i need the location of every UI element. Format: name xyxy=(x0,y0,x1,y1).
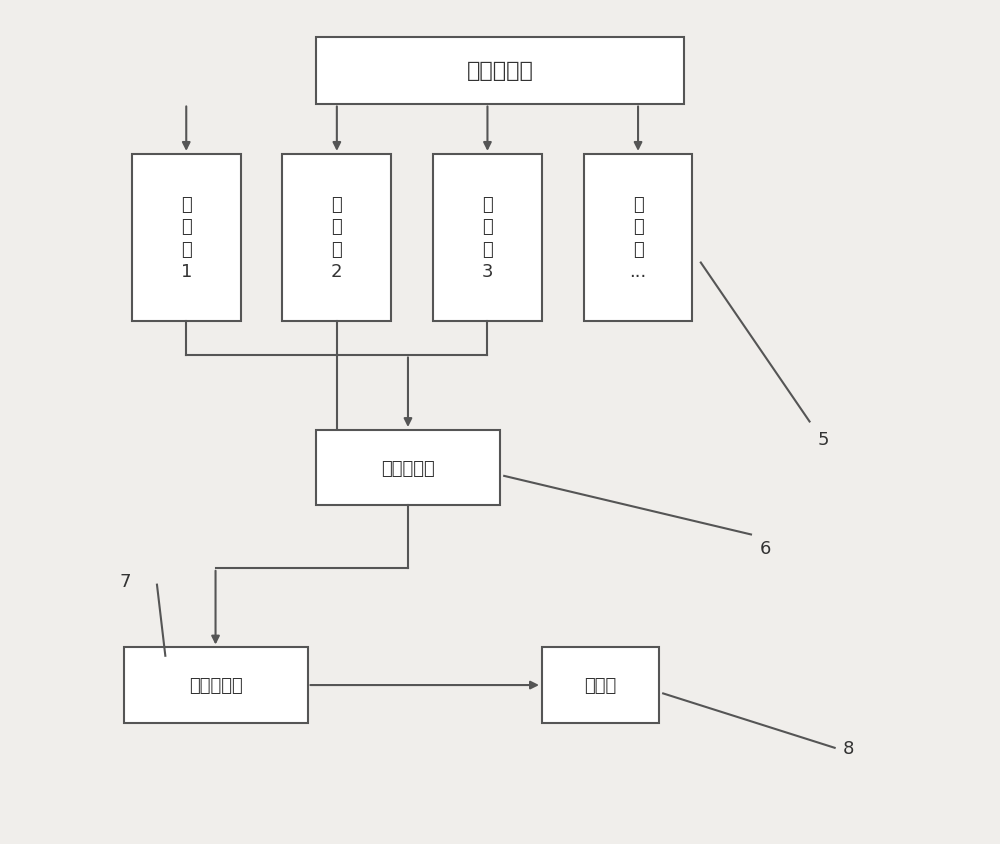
FancyBboxPatch shape xyxy=(433,154,542,322)
Text: 7: 7 xyxy=(119,572,131,591)
Text: 传
感
器
...: 传 感 器 ... xyxy=(629,196,647,280)
Text: 信号调理器: 信号调理器 xyxy=(381,459,435,477)
Text: 数据采集器: 数据采集器 xyxy=(189,676,242,695)
Text: 传
感
器
1: 传 感 器 1 xyxy=(181,196,192,280)
FancyBboxPatch shape xyxy=(132,154,241,322)
FancyBboxPatch shape xyxy=(282,154,391,322)
Text: 6: 6 xyxy=(759,539,771,557)
FancyBboxPatch shape xyxy=(124,647,308,722)
FancyBboxPatch shape xyxy=(316,38,684,105)
FancyBboxPatch shape xyxy=(542,647,659,722)
Text: 传
感
器
2: 传 感 器 2 xyxy=(331,196,343,280)
Text: 5: 5 xyxy=(818,430,829,448)
Text: 转向架轴承: 转向架轴承 xyxy=(467,61,533,81)
Text: 传
感
器
3: 传 感 器 3 xyxy=(482,196,493,280)
FancyBboxPatch shape xyxy=(584,154,692,322)
FancyBboxPatch shape xyxy=(316,430,500,506)
Text: 8: 8 xyxy=(843,739,854,757)
Text: 计算机: 计算机 xyxy=(584,676,617,695)
